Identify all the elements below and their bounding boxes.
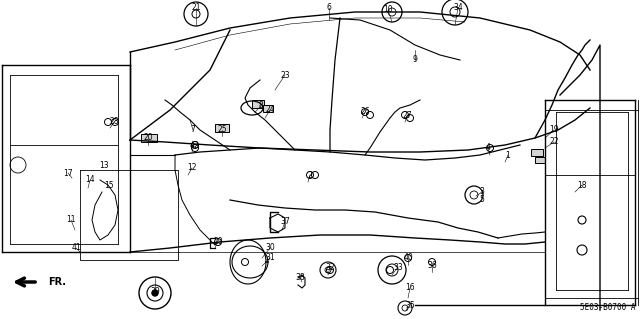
Text: 17: 17 <box>63 168 73 177</box>
Text: 5E03-B0700 A: 5E03-B0700 A <box>579 303 635 312</box>
Text: 37: 37 <box>280 218 290 226</box>
Text: 5: 5 <box>479 196 484 204</box>
Text: 28: 28 <box>109 117 119 127</box>
Text: 36: 36 <box>427 261 437 270</box>
Text: 15: 15 <box>104 181 114 189</box>
Text: 7: 7 <box>191 125 195 135</box>
Text: 3: 3 <box>479 188 484 197</box>
Text: 24: 24 <box>265 106 275 115</box>
Text: 22: 22 <box>549 137 559 146</box>
Text: 27: 27 <box>402 112 412 121</box>
Text: 18: 18 <box>577 181 587 189</box>
Text: 21: 21 <box>191 4 201 12</box>
Text: 2: 2 <box>308 170 312 180</box>
Circle shape <box>152 290 158 296</box>
Text: 32: 32 <box>325 263 335 271</box>
Text: 14: 14 <box>85 175 95 184</box>
Text: 40: 40 <box>403 254 413 263</box>
Bar <box>535 157 545 163</box>
Text: 26: 26 <box>360 108 370 116</box>
Text: 42: 42 <box>189 140 199 150</box>
Text: 9: 9 <box>413 56 417 64</box>
Bar <box>263 105 273 112</box>
Text: 30: 30 <box>265 243 275 253</box>
Text: 39: 39 <box>150 287 160 296</box>
Bar <box>252 100 264 108</box>
Bar <box>531 149 543 156</box>
Text: 10: 10 <box>383 5 393 14</box>
Text: 38: 38 <box>295 273 305 283</box>
Text: 11: 11 <box>67 216 76 225</box>
Text: 4: 4 <box>486 144 490 152</box>
Text: 23: 23 <box>280 70 290 79</box>
Text: 6: 6 <box>326 4 332 12</box>
Text: 34: 34 <box>453 4 463 12</box>
Bar <box>215 124 229 132</box>
Text: 13: 13 <box>99 160 109 169</box>
Text: 20: 20 <box>143 133 153 143</box>
Bar <box>141 134 157 142</box>
Text: 8: 8 <box>259 101 264 110</box>
Text: 33: 33 <box>393 263 403 271</box>
Text: 25: 25 <box>217 125 227 135</box>
Text: 19: 19 <box>549 125 559 135</box>
Text: 16: 16 <box>405 284 415 293</box>
Text: FR.: FR. <box>48 277 66 287</box>
Text: 41: 41 <box>71 243 81 253</box>
Text: 29: 29 <box>213 236 223 246</box>
Text: 35: 35 <box>405 300 415 309</box>
Text: 31: 31 <box>265 254 275 263</box>
Text: 1: 1 <box>506 151 510 160</box>
Text: 12: 12 <box>188 164 196 173</box>
